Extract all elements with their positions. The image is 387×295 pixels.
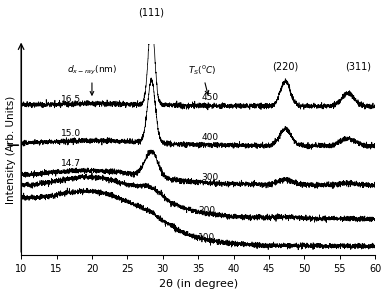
Text: 200: 200 <box>198 206 215 215</box>
Text: 300: 300 <box>202 173 219 182</box>
Text: (220): (220) <box>272 61 298 71</box>
Text: $d_{x-ray}$(nm): $d_{x-ray}$(nm) <box>67 64 117 95</box>
Text: 100: 100 <box>198 233 216 242</box>
Text: 16.5: 16.5 <box>61 95 81 104</box>
Text: (311): (311) <box>345 61 371 71</box>
Text: 15.0: 15.0 <box>61 129 81 138</box>
Text: 450: 450 <box>202 94 219 102</box>
Text: 400: 400 <box>202 133 219 142</box>
Y-axis label: Intensity (Arb. Units): Intensity (Arb. Units) <box>5 95 15 204</box>
X-axis label: 2θ (in degree): 2θ (in degree) <box>159 279 238 289</box>
Text: 14.7: 14.7 <box>61 158 81 168</box>
Text: (111): (111) <box>139 8 164 18</box>
Text: $T_S(^0C)$: $T_S(^0C)$ <box>188 63 216 94</box>
